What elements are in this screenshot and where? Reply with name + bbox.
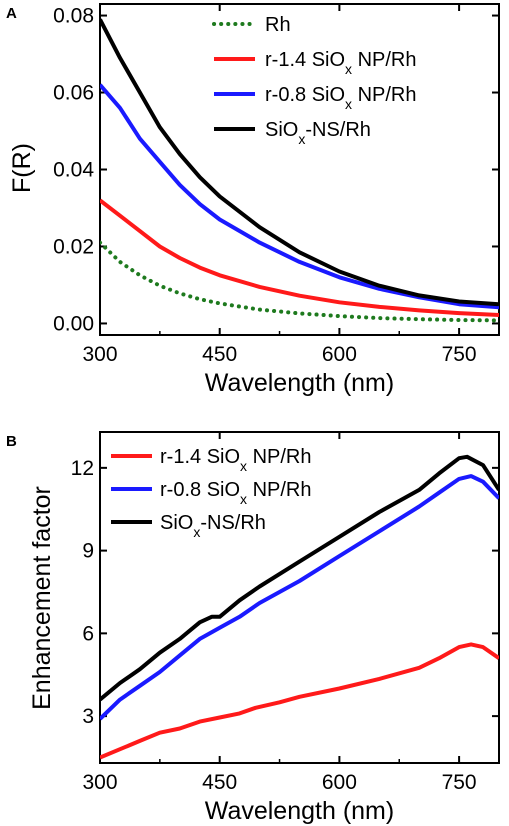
series-line-1 bbox=[100, 198, 499, 317]
legend-label-0: Rh bbox=[265, 14, 291, 36]
x-tick-label: 450 bbox=[202, 771, 237, 794]
legend-label-2: SiOx-NS/Rh bbox=[160, 512, 266, 540]
y-axis-label: F(R) bbox=[8, 143, 36, 193]
series-line-2 bbox=[100, 83, 499, 310]
chart-panel-a: 300 450 600 750 0.00 0.02 0.04 0.06 0.08 Waveleng… bbox=[8, 3, 500, 397]
x-tick-label: 750 bbox=[442, 343, 477, 366]
x-tick-label: 300 bbox=[82, 343, 117, 366]
legend-label-0: r-1.4 SiOx NP/Rh bbox=[160, 446, 312, 474]
x-tick-label: 600 bbox=[322, 771, 357, 794]
y-tick-label: 12 bbox=[71, 457, 94, 480]
y-tick-label: 3 bbox=[82, 705, 94, 728]
legend-label-1: r-1.4 SiOx NP/Rh bbox=[265, 49, 417, 77]
legend-label-3: SiOx-NS/Rh bbox=[265, 119, 371, 147]
x-axis-label: Wavelength (nm) bbox=[205, 797, 394, 825]
legend-label-2: r-0.8 SiOx NP/Rh bbox=[265, 84, 417, 112]
y-tick-label: 9 bbox=[82, 540, 94, 563]
x-tick-label: 450 bbox=[202, 343, 237, 366]
plot-frame bbox=[99, 431, 500, 764]
series-line-0 bbox=[100, 642, 499, 760]
y-tick-label: 6 bbox=[82, 622, 94, 645]
series-line-0 bbox=[100, 240, 499, 323]
x-tick-label: 600 bbox=[322, 343, 357, 366]
y-tick-label: 0.02 bbox=[53, 235, 94, 258]
x-tick-label: 300 bbox=[82, 771, 117, 794]
panel-label-b: B bbox=[6, 433, 17, 450]
y-axis-label: Enhancement factor bbox=[28, 486, 56, 710]
series-line-3 bbox=[100, 18, 499, 307]
chart-panel-b: 300 450 600 750 3 6 9 12 Wavelength (nm) Enhancem… bbox=[28, 431, 500, 825]
y-tick-label: 0.08 bbox=[53, 5, 94, 28]
x-tick-label: 750 bbox=[442, 771, 477, 794]
y-tick-label: 0.04 bbox=[53, 159, 94, 182]
x-axis-label: Wavelength (nm) bbox=[205, 369, 394, 397]
series-line-2 bbox=[100, 454, 499, 702]
legend-label-1: r-0.8 SiOx NP/Rh bbox=[160, 479, 312, 507]
series-line-1 bbox=[100, 474, 499, 721]
y-tick-label: 0.06 bbox=[53, 82, 94, 105]
y-tick-label: 0.00 bbox=[53, 312, 94, 335]
panel-label-a: A bbox=[6, 5, 17, 22]
